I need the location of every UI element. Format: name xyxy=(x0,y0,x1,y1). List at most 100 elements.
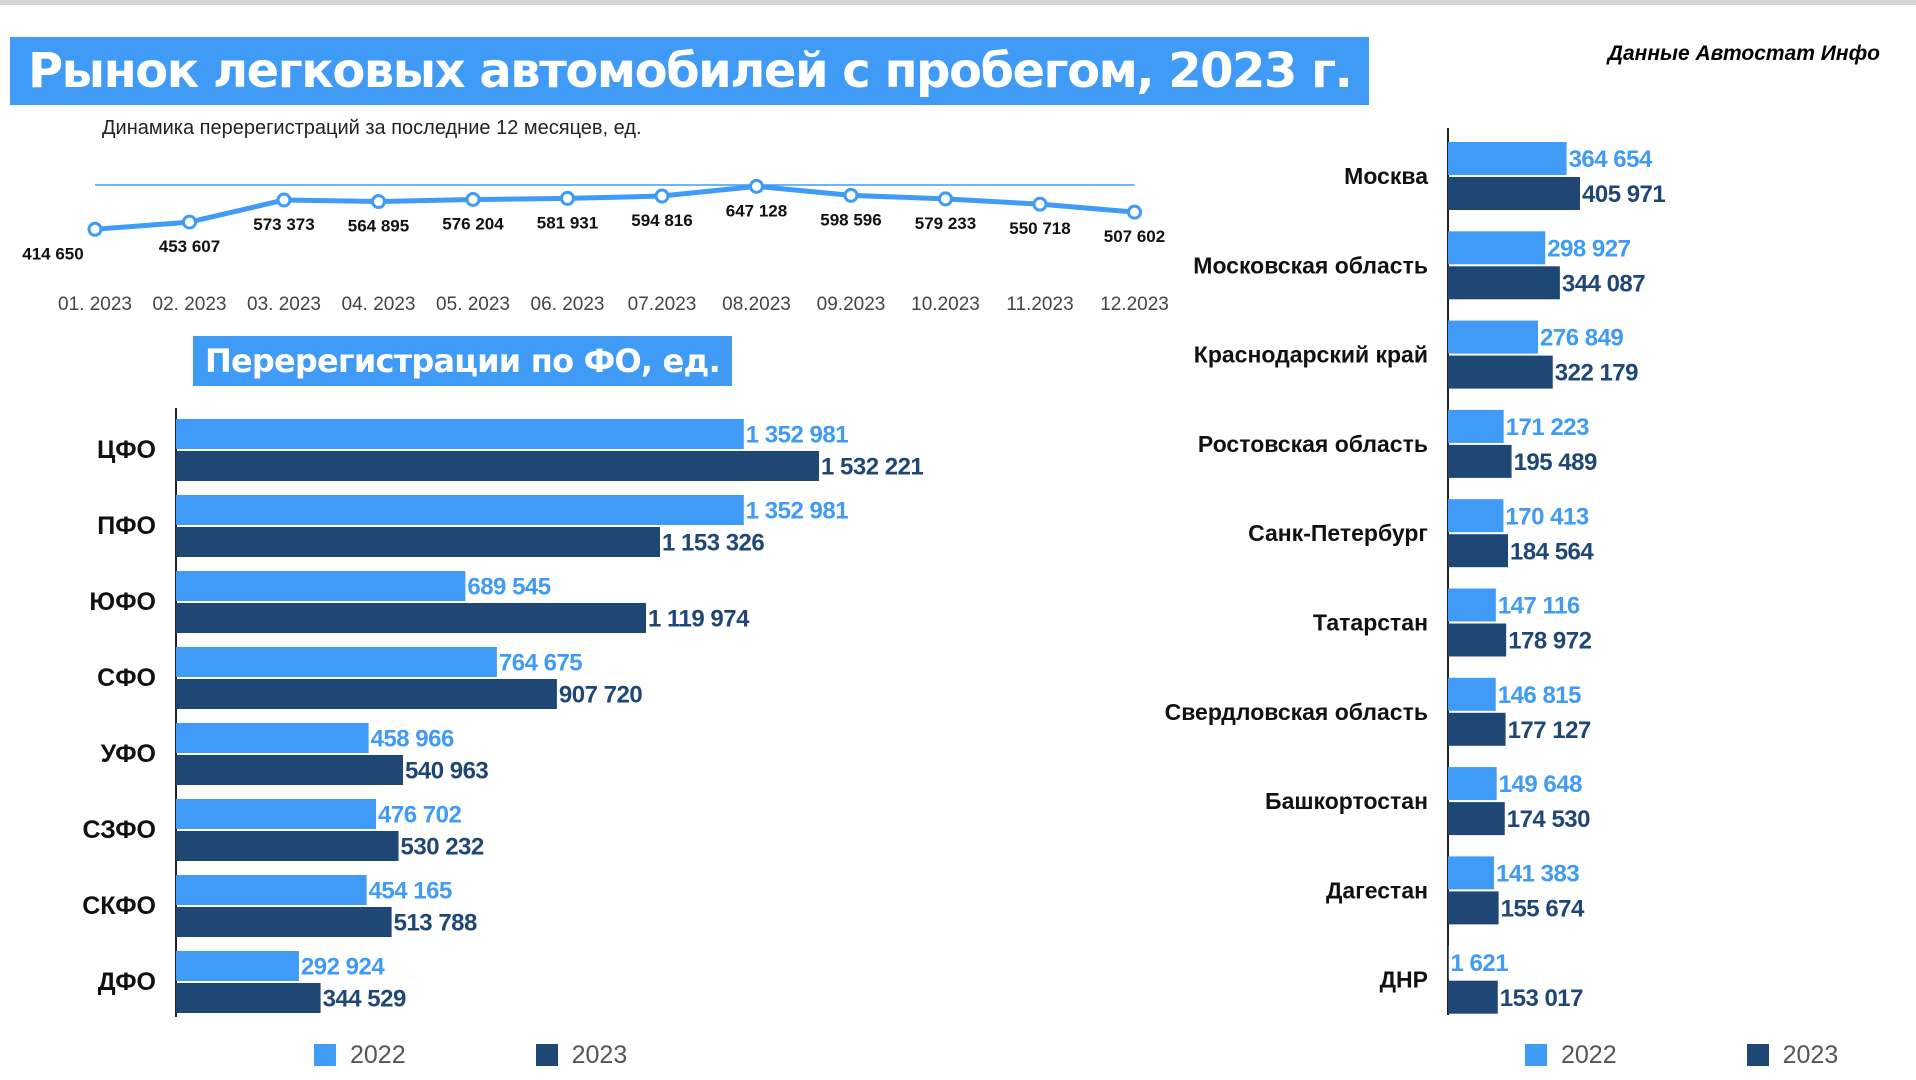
bar-2023 xyxy=(176,527,660,557)
category-label: Татарстан xyxy=(1313,610,1428,636)
line-value-label: 594 816 xyxy=(631,211,692,230)
bar-2022 xyxy=(1448,499,1504,533)
line-value-label: 581 931 xyxy=(537,213,598,232)
bar-2022 xyxy=(1448,320,1539,354)
legend-label-2022: 2022 xyxy=(350,1040,406,1069)
federal-district-bar-chart: ЦФО 1 352 981 1 532 221 ПФО 1 352 981 1 153 3… xyxy=(82,408,924,1017)
category-label: Башкортостан xyxy=(1265,788,1428,814)
bar-2023 xyxy=(1448,444,1512,478)
line-value-label: 573 373 xyxy=(253,215,314,234)
category-label: Краснодарский край xyxy=(1194,342,1428,368)
bar-value-label: 149 648 xyxy=(1499,771,1582,798)
bar-value-label: 170 413 xyxy=(1505,503,1588,530)
legend-swatch-2022 xyxy=(314,1044,336,1066)
bar-value-label: 178 972 xyxy=(1508,628,1591,655)
bar-2022 xyxy=(176,419,744,449)
bar-value-label: 146 815 xyxy=(1498,682,1581,709)
line-x-tick-label: 03. 2023 xyxy=(247,294,321,315)
line-x-tick-label: 12.2023 xyxy=(1100,294,1169,315)
bar-value-label: 298 927 xyxy=(1547,235,1630,262)
category-label: Дагестан xyxy=(1326,877,1428,903)
bar-value-label: 1 352 981 xyxy=(746,498,848,525)
bar-2023 xyxy=(176,603,646,633)
category-label: Ростовская область xyxy=(1198,431,1428,457)
legend-swatch-2022 xyxy=(1525,1044,1547,1066)
line-x-tick-label: 01. 2023 xyxy=(58,294,132,315)
regions-legend: 2022 2023 xyxy=(1525,1040,1838,1070)
line-point xyxy=(87,221,103,237)
bar-2023 xyxy=(176,451,819,481)
bar-value-label: 764 675 xyxy=(499,650,582,677)
bar-value-label: 1 119 974 xyxy=(648,606,750,633)
line-x-tick-label: 08.2023 xyxy=(722,294,791,315)
bar-2022 xyxy=(176,495,744,525)
bar-value-label: 458 966 xyxy=(371,726,454,753)
bar-value-label: 530 232 xyxy=(401,834,484,861)
bar-2022 xyxy=(1448,142,1567,175)
bar-value-label: 184 564 xyxy=(1510,538,1594,565)
bar-2022 xyxy=(1448,945,1449,979)
line-value-label: 414 650 xyxy=(22,244,83,263)
line-point xyxy=(749,178,764,194)
line-x-tick-label: 11.2023 xyxy=(1006,294,1073,315)
category-label: ДФО xyxy=(98,968,156,996)
bar-2022 xyxy=(1448,677,1496,711)
bar-value-label: 1 352 981 xyxy=(746,422,848,449)
bar-value-label: 153 017 xyxy=(1500,985,1583,1012)
bar-2023 xyxy=(1448,177,1580,210)
bar-value-label: 292 924 xyxy=(301,954,385,981)
bar-2023 xyxy=(1448,712,1506,746)
regions-bar-chart: Москва 364 654 405 971 Московская область 29… xyxy=(1165,128,1666,1015)
bar-2022 xyxy=(1448,856,1494,890)
bar-2023 xyxy=(1448,623,1507,657)
top-rule xyxy=(0,0,1916,5)
line-point xyxy=(1032,196,1048,212)
category-label: ЮФО xyxy=(89,588,156,616)
legend-swatch-2023 xyxy=(535,1044,558,1066)
bar-2022 xyxy=(176,799,377,829)
line-x-tick-label: 06. 2023 xyxy=(531,294,605,315)
bar-value-label: 1 532 221 xyxy=(821,454,923,481)
line-x-tick-label: 09.2023 xyxy=(817,294,886,315)
category-label: СФО xyxy=(97,664,156,692)
line-x-tick-label: 10.2023 xyxy=(911,294,980,315)
legend-label-2023: 2023 xyxy=(1782,1040,1839,1069)
bar-2022 xyxy=(176,571,466,601)
monthly-line-chart: 414 650 01. 2023 453 607 02. 2023 573 373 03.… xyxy=(22,178,1169,315)
category-label: Москва xyxy=(1344,163,1428,189)
bar-value-label: 147 116 xyxy=(1498,593,1580,620)
bar-value-label: 195 489 xyxy=(1514,449,1597,476)
bar-value-label: 276 849 xyxy=(1540,325,1623,352)
bar-2023 xyxy=(1448,355,1553,389)
bar-value-label: 155 674 xyxy=(1501,896,1585,923)
category-label: УФО xyxy=(101,740,156,768)
line-point xyxy=(938,191,953,207)
bar-value-label: 344 529 xyxy=(323,986,406,1013)
bar-2022 xyxy=(176,647,497,677)
bar-value-label: 513 788 xyxy=(394,910,477,937)
bar-value-label: 141 383 xyxy=(1496,861,1579,888)
bar-value-label: 476 702 xyxy=(378,802,461,829)
legend-label-2023: 2023 xyxy=(571,1040,628,1069)
line-value-label: 579 233 xyxy=(915,214,976,233)
data-source: Данные Автостат Инфо xyxy=(1607,42,1880,65)
bar-value-label: 322 179 xyxy=(1555,360,1638,387)
line-x-tick-label: 04. 2023 xyxy=(342,294,416,315)
bar-2022 xyxy=(176,875,367,905)
line-point xyxy=(1127,204,1142,220)
category-label: Свердловская область xyxy=(1165,699,1428,725)
bar-2022 xyxy=(1448,231,1546,265)
bar-value-label: 540 963 xyxy=(405,758,488,785)
category-label: Санк-Петербург xyxy=(1248,520,1428,546)
bar-value-label: 1 621 xyxy=(1451,950,1509,977)
line-point xyxy=(843,187,859,203)
bar-2023 xyxy=(176,831,399,861)
bar-2023 xyxy=(1448,980,1498,1014)
bar-value-label: 174 530 xyxy=(1507,806,1590,833)
bar-2023 xyxy=(1448,802,1505,836)
bar-2022 xyxy=(1448,767,1497,801)
legend-swatch-2023 xyxy=(1746,1044,1769,1066)
bar-value-label: 177 127 xyxy=(1508,717,1591,744)
line-point xyxy=(560,190,575,206)
line-value-label: 453 607 xyxy=(159,237,220,256)
